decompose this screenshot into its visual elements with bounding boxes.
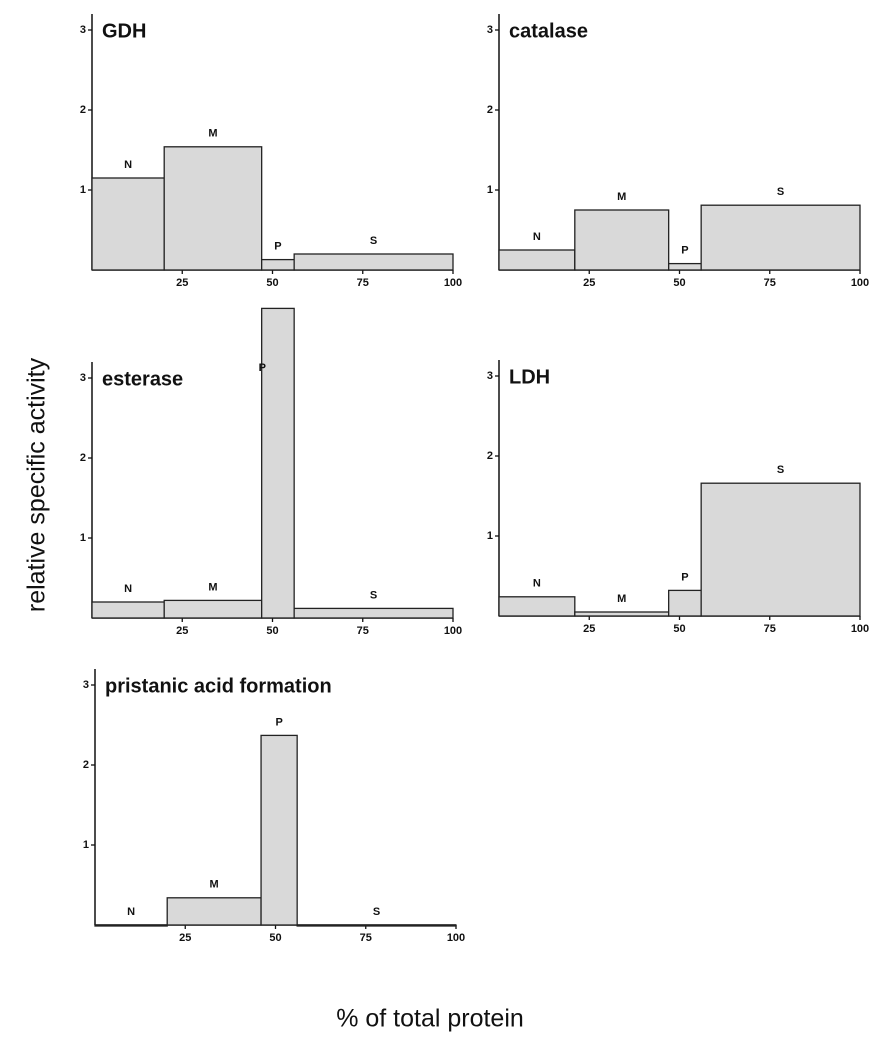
x-tick-label: 25 <box>583 277 595 289</box>
bar-label: M <box>208 581 217 593</box>
x-tick-label: 25 <box>179 932 191 944</box>
x-tick-label: 100 <box>851 623 869 635</box>
y-tick-label: 2 <box>487 450 493 462</box>
bar-label: N <box>124 583 132 595</box>
x-tick-label: 100 <box>447 932 465 944</box>
bar-label: P <box>275 716 282 728</box>
x-tick-label: 50 <box>266 625 278 637</box>
bar-label: S <box>370 235 377 247</box>
x-axis-label: % of total protein <box>336 1005 524 1033</box>
bar <box>498 596 576 617</box>
bar-label: P <box>681 245 688 257</box>
x-tick-label: 50 <box>266 277 278 289</box>
bar <box>574 209 670 271</box>
y-tick-label: 2 <box>487 104 493 116</box>
bar <box>574 611 670 617</box>
y-axis-label: relative specific activity <box>23 357 51 612</box>
bar <box>296 924 457 927</box>
bar-label: N <box>124 159 132 171</box>
bar <box>91 177 165 271</box>
bar-label: M <box>210 879 219 891</box>
panel-title: pristanic acid formation <box>105 675 332 697</box>
bar-label: N <box>533 231 541 243</box>
y-tick-label: 3 <box>83 679 89 691</box>
bar <box>668 589 702 617</box>
bar <box>261 307 295 619</box>
bar <box>163 146 263 271</box>
y-tick-label: 3 <box>487 24 493 36</box>
panel-title: catalase <box>509 20 588 42</box>
bar <box>261 258 295 271</box>
bar-label: M <box>617 191 626 203</box>
panel-title: LDH <box>509 366 550 388</box>
bar-label: S <box>370 589 377 601</box>
y-tick-label: 1 <box>80 184 86 196</box>
bar <box>163 599 263 619</box>
bar-label: P <box>681 571 688 583</box>
bar-label: N <box>127 906 135 918</box>
bar <box>700 482 861 617</box>
panel-title: esterase <box>102 368 183 390</box>
bar-label: P <box>274 241 281 253</box>
panel-title: GDH <box>102 20 146 42</box>
y-tick-label: 2 <box>83 759 89 771</box>
y-tick-label: 3 <box>80 24 86 36</box>
y-tick-label: 1 <box>487 530 493 542</box>
y-tick-label: 1 <box>80 532 86 544</box>
x-tick-label: 75 <box>764 623 776 635</box>
bar-label: M <box>208 128 217 140</box>
y-tick-label: 1 <box>83 839 89 851</box>
x-tick-label: 25 <box>176 625 188 637</box>
x-tick-label: 100 <box>444 625 462 637</box>
bar <box>166 897 262 926</box>
x-tick-label: 75 <box>764 277 776 289</box>
y-tick-label: 3 <box>80 372 86 384</box>
bar <box>91 601 165 619</box>
x-tick-label: 75 <box>357 625 369 637</box>
x-tick-label: 50 <box>269 932 281 944</box>
y-tick-label: 2 <box>80 104 86 116</box>
bar <box>293 607 454 619</box>
x-tick-label: 25 <box>583 623 595 635</box>
x-tick-label: 75 <box>357 277 369 289</box>
bar-label: S <box>373 906 380 918</box>
bar-label: S <box>777 464 784 476</box>
bar-label: M <box>617 593 626 605</box>
bar-label: P <box>259 362 266 374</box>
bar <box>668 262 702 271</box>
y-tick-label: 2 <box>80 452 86 464</box>
x-tick-label: 100 <box>851 277 869 289</box>
bar <box>700 204 861 271</box>
bar <box>293 253 454 271</box>
y-tick-label: 1 <box>487 184 493 196</box>
x-tick-label: 100 <box>444 277 462 289</box>
bar <box>94 924 168 927</box>
y-tick-label: 3 <box>487 370 493 382</box>
x-tick-label: 50 <box>673 623 685 635</box>
bar-label: N <box>533 578 541 590</box>
bar <box>260 734 298 926</box>
x-tick-label: 25 <box>176 277 188 289</box>
bar <box>498 249 576 271</box>
x-tick-label: 75 <box>360 932 372 944</box>
bar-label: S <box>777 186 784 198</box>
x-tick-label: 50 <box>673 277 685 289</box>
